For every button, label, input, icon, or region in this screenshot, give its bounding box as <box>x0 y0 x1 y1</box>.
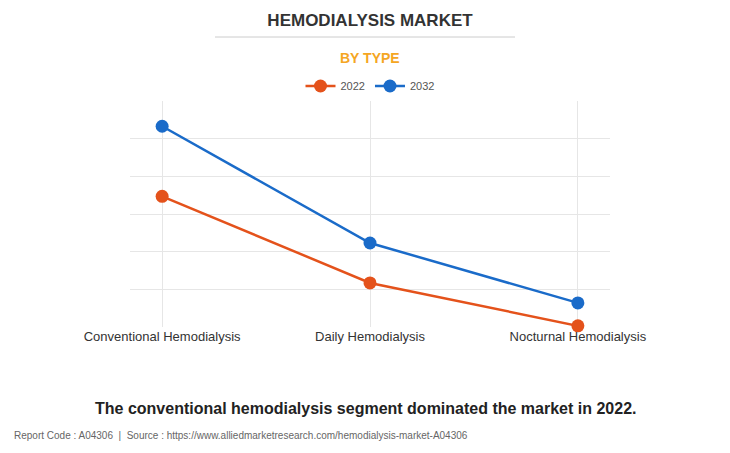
svg-text:2032: 2032 <box>410 80 434 92</box>
svg-text:Daily Hemodialysis: Daily Hemodialysis <box>315 329 425 344</box>
svg-text:2022: 2022 <box>341 80 365 92</box>
svg-text:BY TYPE: BY TYPE <box>340 50 400 66</box>
svg-text:HEMODIALYSIS MARKET: HEMODIALYSIS MARKET <box>267 11 473 30</box>
svg-text:The conventional hemodialysis: The conventional hemodialysis segment do… <box>95 400 636 417</box>
svg-text:Conventional Hemodialysis: Conventional Hemodialysis <box>84 329 241 344</box>
svg-text:Nocturnal Hemodialysis: Nocturnal Hemodialysis <box>510 329 647 344</box>
svg-text:Report Code : A04306 | Sourc: Report Code : A04306 | Source : https://… <box>14 430 468 441</box>
